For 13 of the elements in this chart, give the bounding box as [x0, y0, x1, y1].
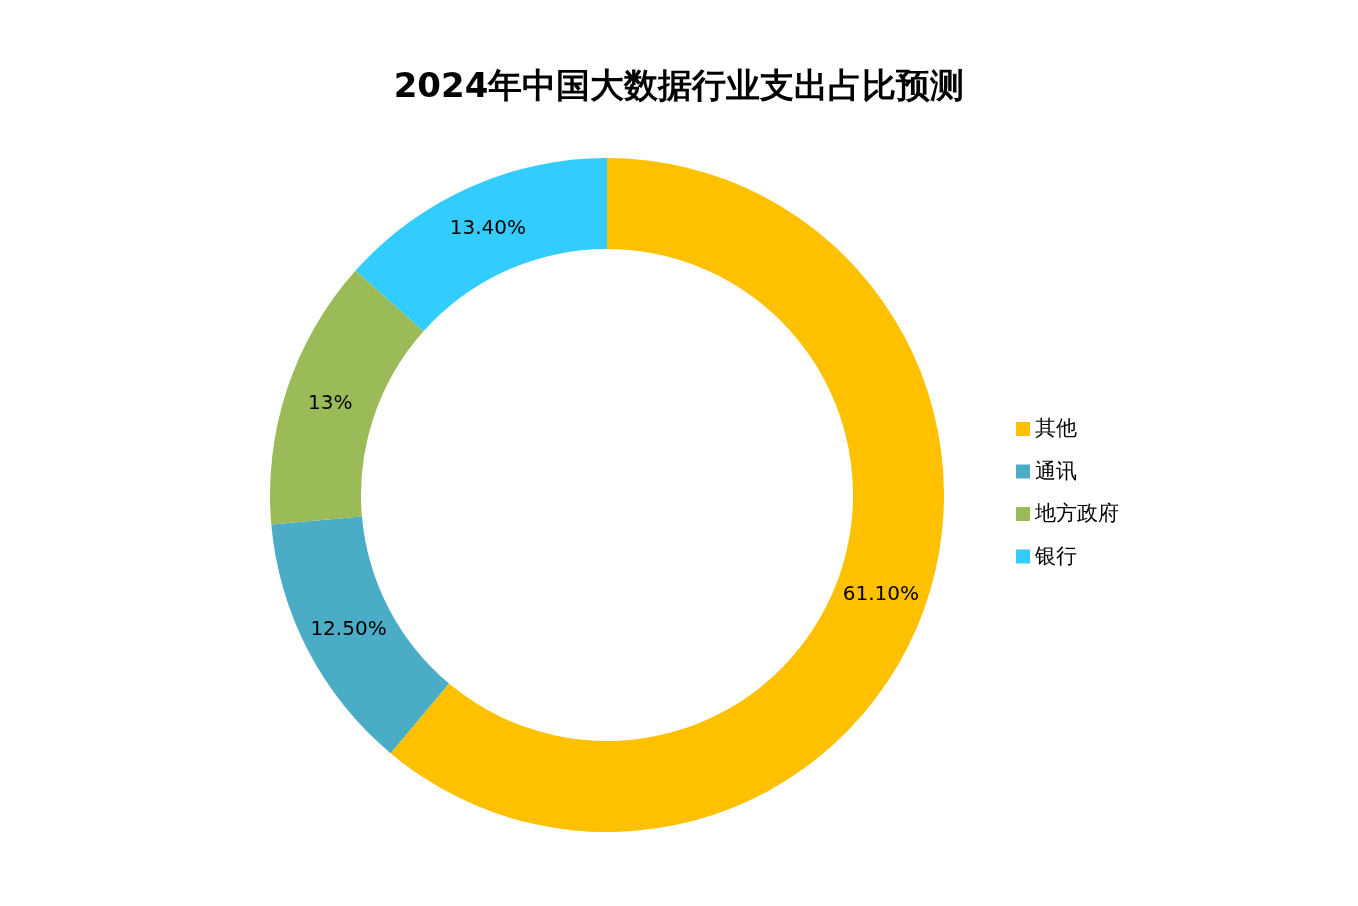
legend-label: 银行: [1034, 543, 1077, 568]
chart-title: 2024年中国大数据行业支出占比预测: [393, 64, 965, 105]
donut-slice: [355, 158, 607, 332]
donut-slice: [270, 270, 424, 525]
legend-label: 地方政府: [1034, 501, 1119, 525]
legend-label: 其他: [1035, 416, 1077, 440]
data-label: 12.50%: [310, 616, 387, 641]
donut-slice: [390, 158, 944, 832]
legend-label: 通讯: [1035, 458, 1077, 483]
donut-slice: [271, 516, 450, 754]
data-label: 13.40%: [449, 215, 527, 240]
data-label: 13%: [308, 389, 353, 414]
data-label: 61.10%: [842, 581, 920, 606]
